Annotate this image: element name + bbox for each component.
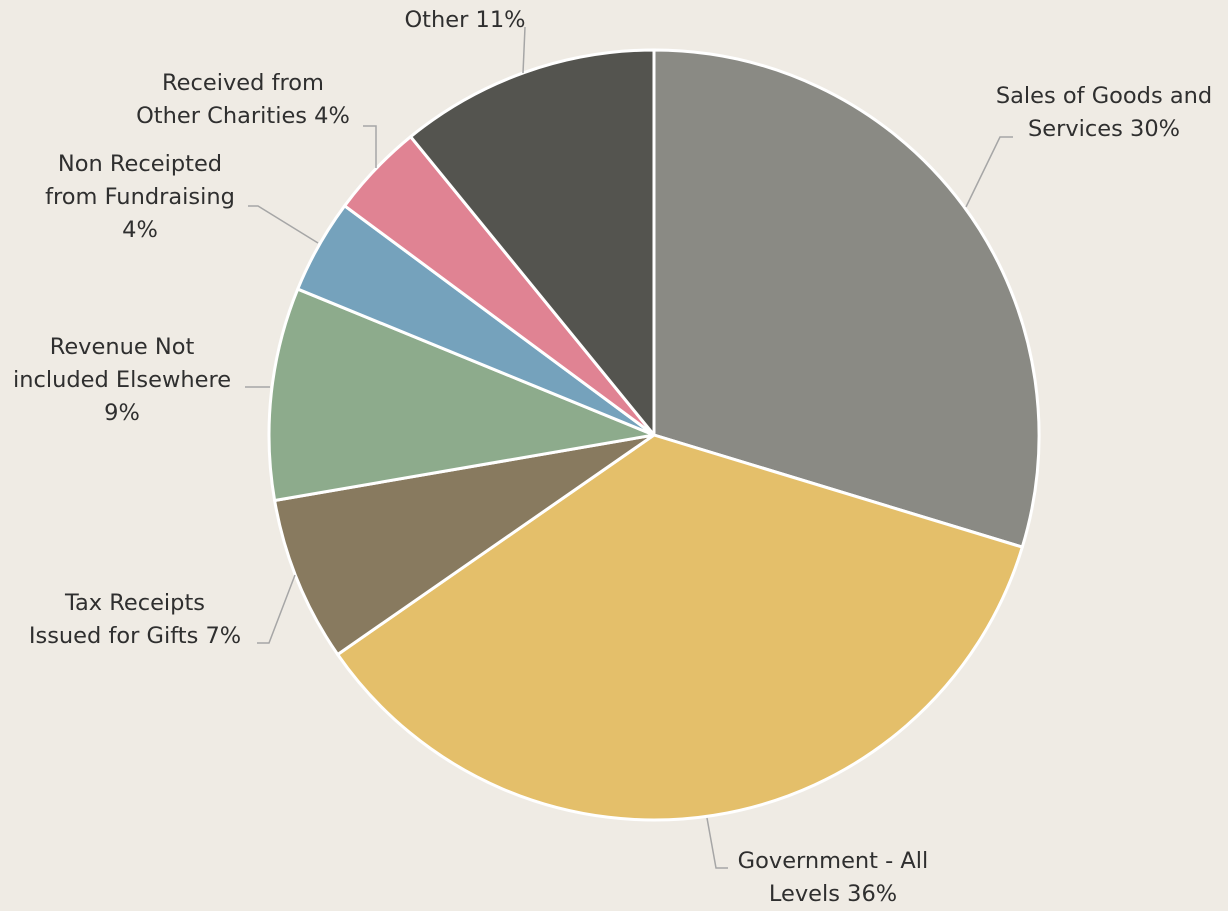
pie-slice bbox=[273, 433, 656, 656]
pie-slice bbox=[409, 48, 656, 437]
slice-label: Other 11% bbox=[404, 7, 525, 33]
slice-label: Tax Receipts Issued for Gifts 7% bbox=[29, 590, 241, 649]
pie-slice bbox=[267, 287, 656, 503]
leader-lines bbox=[245, 26, 1013, 869]
pie-slices bbox=[267, 48, 1041, 822]
slice-label: Non Receipted from Fundraising 4% bbox=[45, 151, 235, 243]
pie-slice bbox=[652, 48, 1041, 549]
leader-line bbox=[706, 817, 728, 869]
leader-line bbox=[965, 136, 1013, 208]
slice-labels: Sales of Goods and Services 30% Government… bbox=[13, 7, 1212, 907]
slice-label: Sales of Goods and Services 30% bbox=[996, 83, 1212, 142]
leader-line bbox=[522, 26, 526, 74]
slice-label: Received from Other Charities 4% bbox=[136, 70, 350, 129]
leader-line bbox=[248, 205, 319, 244]
leader-line bbox=[363, 125, 377, 168]
slice-label: Revenue Not included Elsewhere 9% bbox=[13, 334, 231, 426]
pie-slice bbox=[336, 433, 1024, 822]
slice-label: Government - All Levels 36% bbox=[738, 848, 929, 907]
leader-line bbox=[257, 574, 296, 644]
